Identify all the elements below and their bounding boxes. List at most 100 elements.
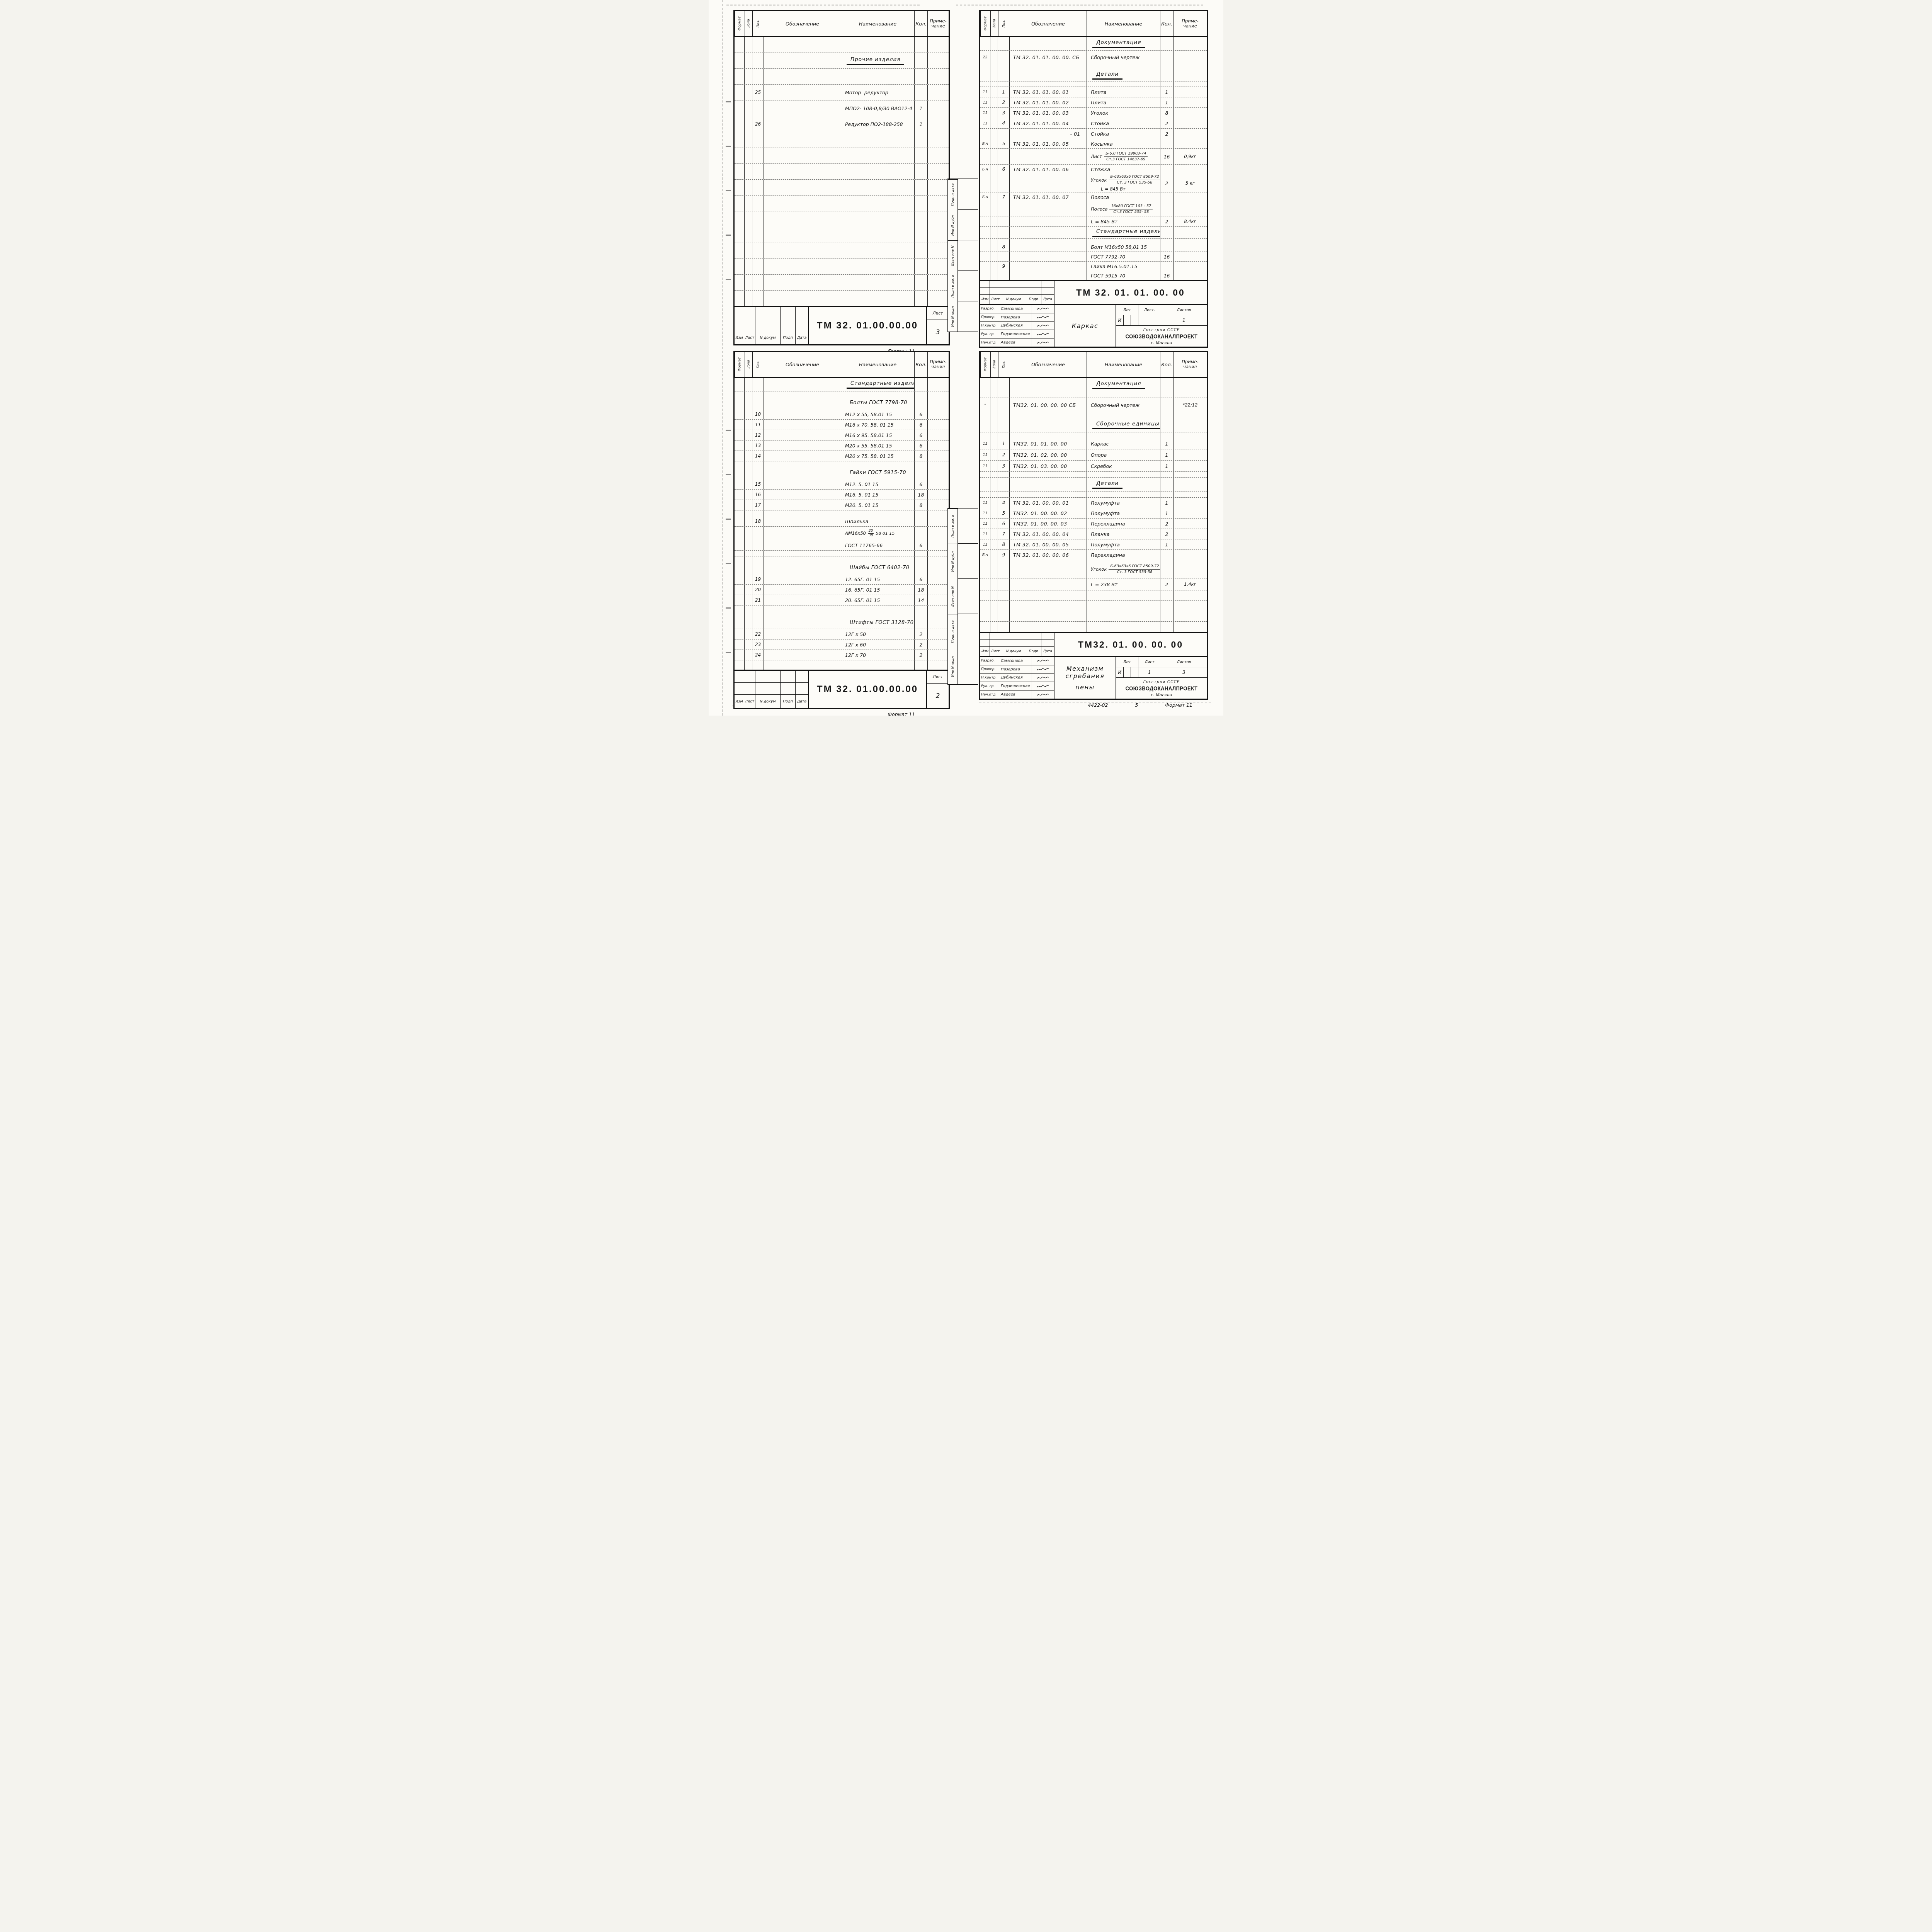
cell-pr (928, 291, 949, 306)
cell-o (764, 259, 841, 274)
cell-f: 11 (980, 539, 990, 549)
col-header-format: Формат (735, 352, 745, 377)
signer-role: Рук. гр. (980, 682, 999, 690)
cell-n: Болт М16х50 58,01 15 (1087, 242, 1160, 252)
cell-n (1087, 601, 1160, 611)
cell-z (990, 64, 998, 69)
cell-p: 3 (998, 461, 1010, 471)
signature-icon (1037, 316, 1049, 319)
assembly-title-line2: пены (1075, 683, 1095, 691)
signer-name: Самсонова (999, 305, 1032, 313)
label-ndokum: N докум (755, 695, 781, 708)
table-body: Прочие изделия 25 Мотор -редуктор МПО2- 108… (735, 37, 949, 306)
spec-table: Формат Зона Поз. Обозначение Наименовани… (733, 10, 950, 345)
cell-f (735, 551, 745, 556)
signer-name: Дубинская (999, 321, 1032, 330)
cell-k (915, 291, 928, 306)
label-sheets: Листов (1177, 308, 1191, 312)
cell-n: Уголок (1087, 108, 1160, 118)
cell-f: Б.ч (980, 550, 990, 560)
cell-n: Каркас (1087, 438, 1160, 449)
cell-k (1160, 418, 1173, 432)
sidebar-stamp-label: Подп и дата (948, 614, 957, 649)
cell-z (990, 262, 998, 271)
cell-n: Плита (1087, 97, 1160, 107)
cell-pr (928, 440, 949, 451)
cell-pr (1173, 392, 1207, 398)
cell-f (735, 211, 745, 227)
cell-k (915, 527, 928, 540)
cell-z (990, 418, 998, 432)
cell-pr (928, 180, 949, 195)
table-row: 11 1 ТМ32. 01. 01. 00. 00 Каркас 1 (980, 438, 1207, 449)
cell-k (1160, 412, 1173, 418)
table-row (980, 622, 1207, 632)
cell-n (841, 291, 915, 306)
cell-z (745, 650, 752, 660)
cell-z (745, 397, 752, 409)
revision-grid: Изм Лист N докум Подп Дата (980, 633, 1054, 656)
col-header-pos: Поз. (752, 352, 764, 377)
cell-p (998, 378, 1010, 392)
cell-pr (1173, 492, 1207, 497)
cell-f (980, 378, 990, 392)
cell-pr (1173, 498, 1207, 508)
cell-z (990, 472, 998, 477)
revision-row-empty (735, 307, 808, 319)
col-header-name: Наименование (841, 11, 915, 36)
cell-n (1087, 239, 1160, 242)
cell-o: ТМ 32. 01. 01. 00. 06 (1010, 165, 1087, 174)
cell-k (915, 510, 928, 516)
cell-o: ТМ 32. 01. 01. 00. 00. СБ (1010, 51, 1087, 64)
signer-role: Нач.отд. (980, 690, 999, 699)
table-row (980, 392, 1207, 398)
cell-n: Сборочные единицы (1087, 418, 1160, 432)
cell-z (745, 500, 752, 510)
cell-n: Уголок Б-63х63х6 ГОСТ 8509-72 Ст. 3 ГОСТ 5… (1087, 560, 1160, 578)
cell-f (735, 479, 745, 489)
table-body: Документация * ТМ32. 01. 00. 00. 00 СБ Сбор… (980, 378, 1207, 632)
cell-z (745, 391, 752, 397)
cell-z (990, 216, 998, 226)
cell-o (1010, 560, 1087, 578)
cell-k: 1 (1160, 449, 1173, 460)
cell-k (915, 53, 928, 68)
label-ndokum: N докум (1001, 647, 1026, 656)
cell-f (980, 611, 990, 621)
label-sheet: Лист (1138, 657, 1161, 667)
cell-z (745, 540, 752, 550)
col-header-note: Приме- чание (1173, 352, 1207, 377)
cell-f: 11 (980, 118, 990, 128)
cell-pr (928, 243, 949, 259)
cell-f (735, 69, 745, 84)
assembly-title: Механизм сгребания пены (1054, 657, 1116, 699)
table-row: 11 М16 х 70. 58. 01 15 6 (735, 420, 949, 430)
cell-f (735, 100, 745, 116)
cell-pr (1173, 252, 1207, 261)
signer-role: Н.контр. (980, 673, 999, 682)
cell-pr (1173, 97, 1207, 107)
cell-pr (928, 605, 949, 611)
cell-o (764, 556, 841, 562)
table-row: Детали (980, 69, 1207, 82)
cell-pr: *22;12 (1182, 402, 1198, 408)
cell-n: Полоса (1087, 192, 1160, 202)
cell-p (752, 164, 764, 179)
table-row: 11 6 ТМ32. 01. 00. 00. 03 Перекладина 2 (980, 519, 1207, 529)
cell-p (998, 216, 1010, 226)
cell-o (764, 650, 841, 660)
spec-sheet-bottom-left: Формат Зона Поз. Обозначение Наименовани… (733, 351, 950, 716)
table-row: Документация (980, 37, 1207, 51)
cell-pr (1173, 478, 1207, 492)
signer-name: Авдеев (999, 338, 1032, 347)
table-row: 11 5 ТМ32. 01. 00. 00. 02 Полумуфта 1 (980, 508, 1207, 519)
cell-f: 11 (980, 438, 990, 449)
org-city: г. Москва (1151, 692, 1172, 697)
cell-p (998, 412, 1010, 418)
table-header: Формат Зона Поз. Обозначение Наименовани… (980, 11, 1207, 37)
cell-k (1160, 392, 1173, 398)
cell-n (1087, 472, 1160, 477)
cell-pr (928, 500, 949, 510)
cell-p (752, 69, 764, 84)
cell-n: Болты ГОСТ 7798-70 (841, 397, 915, 409)
